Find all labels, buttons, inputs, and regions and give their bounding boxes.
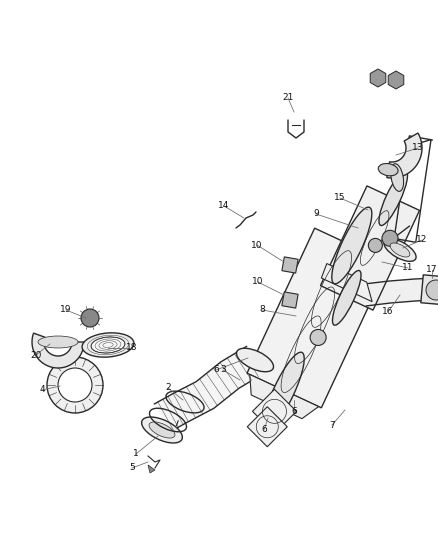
Text: 6: 6 — [291, 408, 297, 416]
Ellipse shape — [391, 164, 403, 191]
Text: 3: 3 — [220, 366, 226, 375]
Ellipse shape — [310, 329, 326, 345]
Text: 4: 4 — [39, 385, 45, 394]
Polygon shape — [370, 69, 386, 87]
Text: 6: 6 — [213, 366, 219, 375]
Polygon shape — [282, 292, 298, 308]
Text: 14: 14 — [218, 201, 230, 211]
Ellipse shape — [91, 337, 125, 353]
Polygon shape — [32, 333, 84, 368]
Polygon shape — [247, 407, 287, 447]
Polygon shape — [282, 257, 298, 273]
Text: 21: 21 — [283, 93, 294, 102]
Text: 20: 20 — [30, 351, 42, 359]
Polygon shape — [321, 263, 372, 302]
Text: 7: 7 — [329, 421, 335, 430]
Ellipse shape — [237, 348, 273, 372]
Text: 12: 12 — [416, 236, 427, 245]
Text: 16: 16 — [382, 308, 394, 317]
Ellipse shape — [390, 243, 410, 257]
Polygon shape — [154, 346, 263, 432]
Ellipse shape — [38, 336, 78, 348]
Ellipse shape — [82, 333, 134, 357]
Text: 11: 11 — [402, 263, 414, 272]
Polygon shape — [247, 228, 389, 408]
Text: 18: 18 — [126, 343, 138, 352]
Text: 9: 9 — [313, 209, 319, 219]
Ellipse shape — [384, 239, 416, 261]
Text: 8: 8 — [259, 305, 265, 314]
Text: 10: 10 — [252, 278, 264, 287]
Text: 1: 1 — [133, 449, 139, 458]
Ellipse shape — [47, 357, 103, 413]
Ellipse shape — [379, 171, 407, 225]
Text: 2: 2 — [165, 384, 171, 392]
Polygon shape — [364, 278, 435, 306]
Ellipse shape — [264, 352, 304, 429]
Polygon shape — [421, 275, 438, 305]
Ellipse shape — [81, 309, 99, 327]
Ellipse shape — [58, 368, 92, 402]
Polygon shape — [148, 465, 155, 473]
Ellipse shape — [332, 207, 372, 284]
Text: 15: 15 — [334, 193, 346, 203]
Polygon shape — [252, 389, 297, 433]
Polygon shape — [250, 375, 318, 418]
Ellipse shape — [426, 280, 438, 300]
Text: 10: 10 — [251, 240, 263, 249]
Text: 13: 13 — [412, 143, 424, 152]
Text: 19: 19 — [60, 305, 72, 314]
Ellipse shape — [382, 230, 398, 246]
Polygon shape — [387, 133, 422, 178]
Ellipse shape — [149, 422, 175, 438]
Ellipse shape — [141, 417, 182, 443]
Polygon shape — [321, 186, 420, 310]
Ellipse shape — [378, 164, 398, 176]
Ellipse shape — [368, 238, 382, 253]
Polygon shape — [388, 71, 404, 89]
Text: 17: 17 — [426, 265, 438, 274]
Text: 6: 6 — [261, 425, 267, 434]
Text: 5: 5 — [129, 464, 135, 472]
Ellipse shape — [332, 270, 361, 325]
